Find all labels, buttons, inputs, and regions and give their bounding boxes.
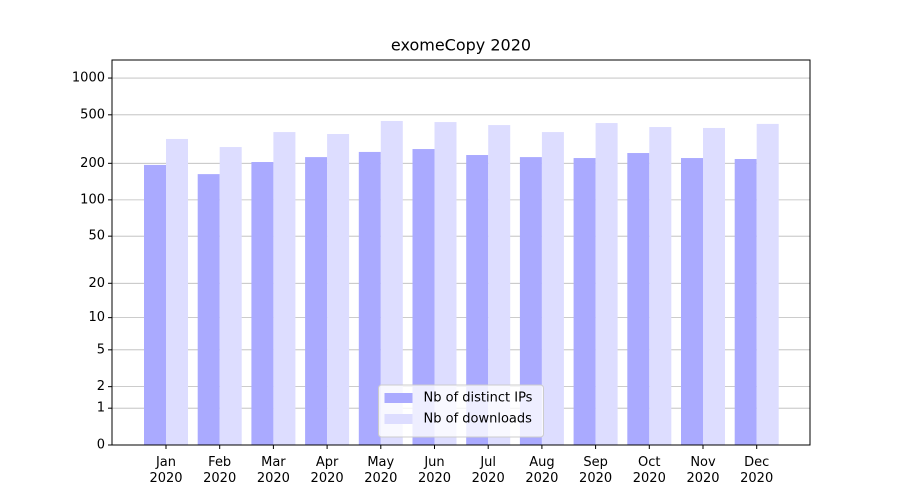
y-tick-label: 100 — [80, 192, 105, 207]
bar — [573, 158, 596, 446]
x-tick-label: Dec 2020 — [740, 455, 773, 486]
y-tick-label: 1 — [97, 401, 105, 416]
legend-label: Nb of downloads — [424, 412, 533, 427]
x-tick-label: Mar 2020 — [257, 455, 290, 486]
x-tick-label: Jun 2020 — [418, 455, 451, 486]
bar — [412, 149, 435, 446]
y-tick-label: 0 — [97, 438, 105, 453]
bar — [327, 134, 350, 445]
x-tick-label: Oct 2020 — [633, 455, 666, 486]
legend-swatch — [384, 414, 413, 424]
bar — [466, 155, 489, 446]
bar — [595, 123, 618, 445]
y-tick-label: 50 — [88, 229, 105, 244]
plot-frame — [111, 59, 811, 446]
x-tick-label: Jan 2020 — [149, 455, 182, 486]
legend: Nb of distinct IPs Nb of downloads — [378, 384, 544, 438]
legend-swatch — [384, 393, 413, 403]
y-tick-label: 10 — [88, 310, 105, 325]
bar — [305, 157, 328, 445]
chart-title: exomeCopy 2020 — [391, 36, 531, 55]
bar — [541, 132, 564, 446]
bar — [519, 157, 542, 445]
y-tick-label: 20 — [88, 276, 105, 291]
bar — [488, 125, 511, 445]
bar — [681, 158, 703, 446]
x-tick-label: Sep 2020 — [579, 455, 612, 486]
bar — [627, 153, 650, 445]
bar — [703, 127, 725, 445]
bar — [251, 162, 274, 446]
y-tick-label: 5 — [97, 342, 105, 357]
bar — [273, 132, 296, 446]
legend-label: Nb of distinct IPs — [424, 391, 533, 406]
bar — [434, 122, 457, 446]
bar — [756, 123, 779, 445]
x-tick-label: Nov 2020 — [686, 455, 719, 486]
y-tick-label: 1000 — [72, 71, 105, 86]
y-tick-label: 2 — [97, 379, 105, 394]
bar — [734, 159, 757, 445]
bar — [197, 174, 220, 446]
x-tick-label: May 2020 — [364, 455, 397, 486]
y-tick-label: 500 — [80, 107, 105, 122]
bar — [380, 120, 403, 446]
x-tick-label: Aug 2020 — [525, 455, 558, 486]
bar — [166, 138, 188, 445]
x-tick-label: Apr 2020 — [311, 455, 344, 486]
bar — [219, 147, 242, 446]
bar — [144, 164, 166, 446]
y-tick-label: 200 — [80, 156, 105, 171]
bar — [358, 151, 381, 445]
x-tick-label: Jul 2020 — [472, 455, 505, 486]
bar — [649, 127, 672, 446]
legend-box — [378, 384, 544, 438]
x-tick-label: Feb 2020 — [203, 455, 236, 486]
